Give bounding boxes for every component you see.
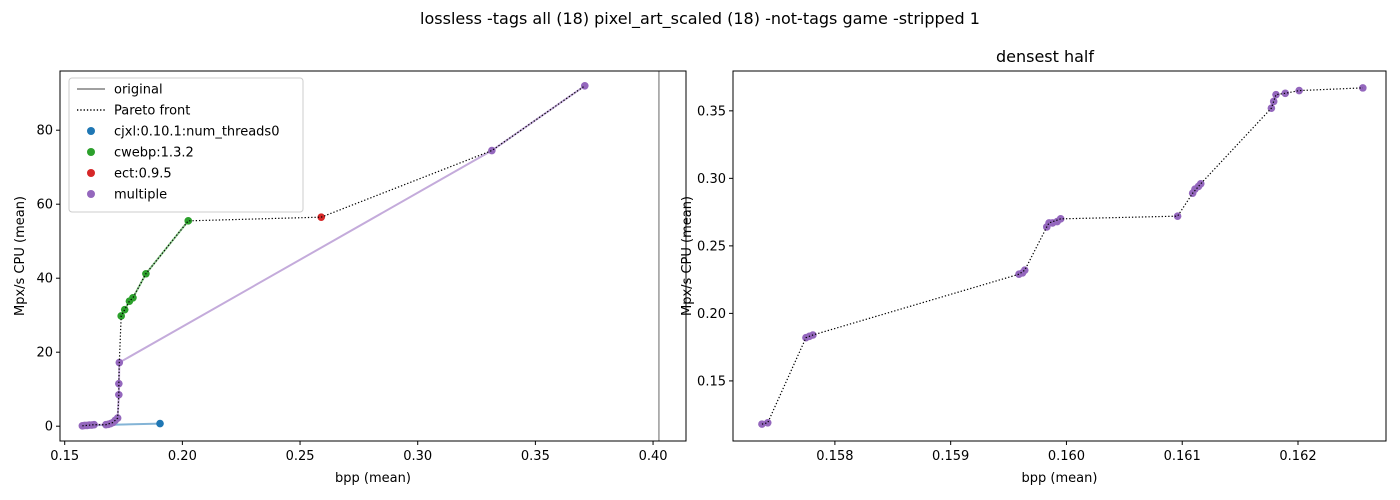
x-tick-label: 0.30 xyxy=(403,449,432,464)
y-tick-label: 0 xyxy=(45,420,53,435)
data-point-3-13 xyxy=(115,379,123,388)
y-axis-label: Mpx/s CPU (mean) xyxy=(680,196,695,316)
y-axis-label: Mpx/s CPU (mean) xyxy=(13,196,28,316)
y-tick-label: 0.35 xyxy=(697,104,726,119)
pareto-front-line xyxy=(761,87,1363,425)
x-tick-label: 0.35 xyxy=(521,449,550,464)
pareto-front-line xyxy=(82,85,586,427)
x-axis-label: bpp (mean) xyxy=(1022,471,1098,486)
y-tick-label: 80 xyxy=(36,124,53,139)
legend-box xyxy=(68,77,304,213)
data-point-0-7 xyxy=(1020,266,1029,274)
legend-entry-label: cwebp:1.3.2 xyxy=(114,146,194,161)
data-point-3-16 xyxy=(581,82,589,90)
y-tick-label: 0.15 xyxy=(697,374,726,389)
axes-frame xyxy=(732,70,1387,442)
data-point-0-21 xyxy=(1281,89,1290,98)
legend-marker-swatch xyxy=(87,190,95,198)
x-tick-label: 0.25 xyxy=(286,449,315,464)
x-tick-label: 0.158 xyxy=(816,449,853,464)
y-tick-label: 60 xyxy=(36,198,53,213)
data-point-0-13 xyxy=(1173,212,1182,220)
y-tick-label: 0.30 xyxy=(697,172,726,187)
x-tick-label: 0.162 xyxy=(1279,449,1316,464)
data-point-0-20 xyxy=(1272,90,1280,99)
x-tick-label: 0.15 xyxy=(50,449,79,464)
data-point-3-15 xyxy=(488,146,496,155)
x-tick-label: 0.20 xyxy=(168,449,197,464)
y-tick-label: 40 xyxy=(36,272,53,287)
data-point-0-19 xyxy=(1269,97,1278,106)
legend-marker-swatch xyxy=(87,169,95,177)
right-panel: 0.158 0.159 0.160 0.161 0.162 0.15 0.20 0.25 0.3… xyxy=(680,70,1387,486)
data-point-3-5 xyxy=(90,420,98,429)
figure-suptitle: lossless -tags all (18) pixel_art_scaled… xyxy=(420,9,980,29)
x-tick-label: 0.159 xyxy=(932,449,969,464)
x-tick-label: 0.160 xyxy=(1048,449,1085,464)
data-point-1-5 xyxy=(184,217,193,225)
y-tick-label: 20 xyxy=(36,346,53,361)
legend-marker-swatch xyxy=(87,127,95,135)
x-tick-label: 0.161 xyxy=(1164,449,1201,464)
left-panel: 0.15 0.20 0.25 0.30 0.35 0.40 0 20 40 60 80 bpp (me… xyxy=(13,70,687,486)
data-point-3-12 xyxy=(115,390,123,399)
legend-marker-swatch xyxy=(87,148,95,156)
data-point-0-1 xyxy=(763,418,772,427)
legend-entry-label: multiple xyxy=(114,188,167,203)
data-point-1-1 xyxy=(120,305,129,314)
x-tick-label: 0.40 xyxy=(639,449,668,464)
x-axis-label: bpp (mean) xyxy=(335,471,411,486)
axes-frame xyxy=(59,70,687,442)
legend-entry-label: original xyxy=(114,83,163,98)
data-point-1-3 xyxy=(129,294,137,302)
y-tick-label: 0.25 xyxy=(697,239,726,254)
legend-entry-label: ect:0.9.5 xyxy=(114,167,172,182)
data-point-0-22 xyxy=(1295,86,1303,95)
legend-entry-label: cjxl:0.10.1:num_threads0 xyxy=(114,125,279,140)
right-panel-title: densest half xyxy=(996,47,1094,66)
y-tick-label: 0.20 xyxy=(697,307,726,322)
legend-entry-label: Pareto front xyxy=(114,104,190,119)
data-point-0-0 xyxy=(156,419,164,428)
